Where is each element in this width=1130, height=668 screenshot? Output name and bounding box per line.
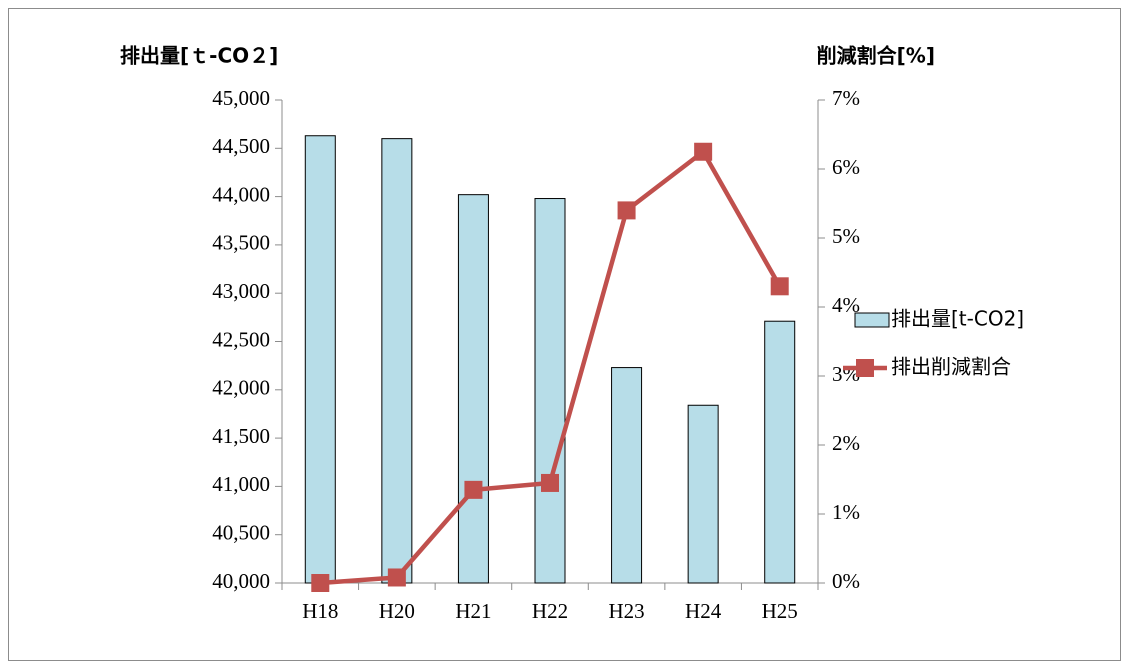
y2-axis-title: 削減割合[%] [817, 44, 935, 68]
x-tick-label: H25 [762, 599, 798, 623]
line-marker [770, 277, 789, 296]
y2-tick-label: 6% [832, 155, 860, 179]
y-tick-label: 40,500 [212, 521, 270, 545]
y-tick-label: 44,500 [212, 134, 270, 158]
y2-tick-label: 7% [832, 86, 860, 110]
x-tick-label: H22 [532, 599, 568, 623]
x-tick-label: H18 [302, 599, 338, 623]
y-tick-label: 42,000 [212, 376, 270, 400]
legend-swatch [854, 312, 890, 328]
y2-tick-label: 3% [832, 362, 860, 386]
line-marker [617, 201, 636, 220]
bar [304, 135, 336, 584]
bar [611, 367, 643, 584]
bar [457, 194, 489, 584]
x-tick-label: H20 [379, 599, 415, 623]
y2-tick-label: 5% [832, 224, 860, 248]
y-tick-label: 41,000 [212, 472, 270, 496]
line-marker [387, 568, 406, 587]
legend-label: 排出量[t-CO2] [891, 307, 1024, 331]
y-tick-label: 45,000 [212, 86, 270, 110]
line-marker [541, 473, 559, 492]
y-tick-label: 40,000 [212, 569, 270, 593]
x-tick-label: H23 [608, 599, 644, 623]
bar [764, 320, 796, 584]
y-tick-label: 41,500 [212, 424, 270, 448]
y-tick-label: 43,500 [212, 231, 270, 255]
bar [381, 138, 413, 584]
x-tick-label: H21 [455, 599, 491, 623]
y-tick-label: 44,000 [212, 182, 270, 206]
y-tick-label: 42,500 [212, 327, 270, 351]
y-tick-label: 43,000 [212, 279, 270, 303]
bar [687, 404, 719, 584]
legend-label: 排出削減割合 [891, 355, 1011, 379]
line-marker [311, 574, 330, 592]
y2-tick-label: 1% [832, 500, 860, 524]
x-tick-label: H24 [685, 599, 722, 623]
line-marker [694, 142, 713, 161]
y-axis-title: 排出量[ｔ-CO２] [120, 44, 278, 68]
bar [534, 198, 566, 584]
line-marker [464, 480, 483, 499]
legend-swatch [856, 359, 874, 377]
y2-tick-label: 0% [832, 569, 860, 593]
y2-tick-label: 2% [832, 431, 860, 455]
